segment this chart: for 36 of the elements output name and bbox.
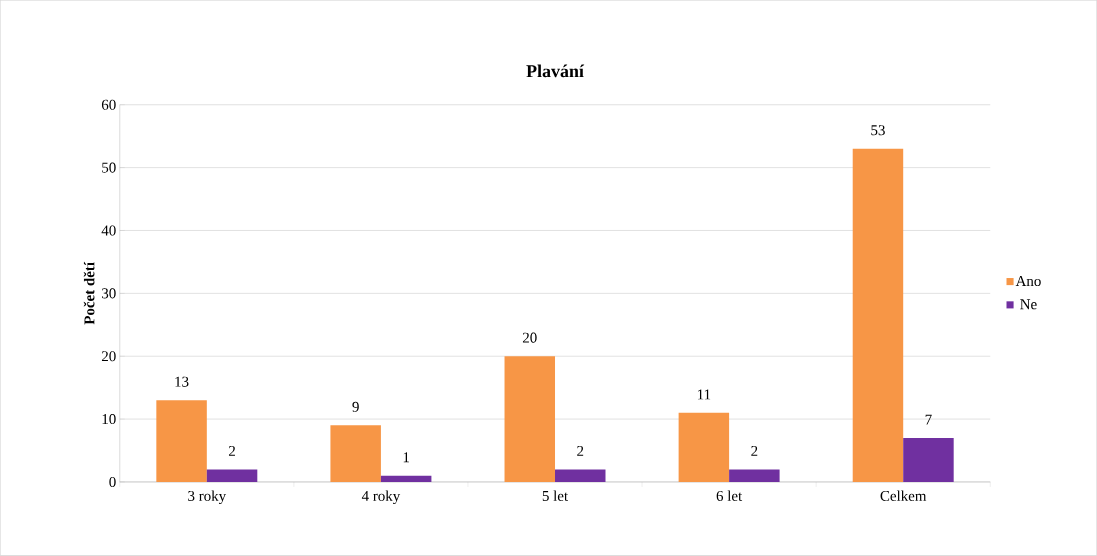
x-tick-label: 5 let [542,490,569,502]
data-label: 13 [175,376,189,387]
x-tick-label: 4 roky [361,490,401,505]
data-label: 2 [228,446,235,456]
data-label: 53 [871,125,885,136]
x-tick-label: 3 roky [188,490,227,505]
y-tick-label: 50 [102,162,116,173]
bar [380,475,432,483]
bar [504,356,556,483]
bar [555,469,606,483]
data-label: 1 [403,452,410,463]
bar [903,438,954,483]
bar [330,425,381,483]
data-label: 2 [577,446,584,456]
x-tick-label: 6 let [716,490,743,502]
y-tick-label: 10 [102,414,116,425]
legend-label: Ne [1020,299,1037,310]
legend-label: Ano [1015,276,1041,287]
bar [729,469,780,483]
y-axis-title: Počet dětí [83,261,95,325]
data-label: 9 [352,401,359,412]
x-tick-label: Celkem [880,490,927,502]
bar [852,148,904,483]
chart-title: Plavání [526,64,585,78]
data-label: 7 [925,414,932,425]
y-tick-label: 40 [101,225,116,236]
y-tick-label: 0 [109,477,116,488]
y-tick-label: 60 [101,99,116,110]
bar [678,412,730,483]
bar [206,469,258,483]
data-label: 11 [697,389,711,400]
y-tick-label: 20 [101,351,116,362]
y-tick-label: 30 [102,288,116,299]
data-label: 2 [751,446,758,456]
bar [156,400,207,483]
data-label: 20 [522,332,537,343]
